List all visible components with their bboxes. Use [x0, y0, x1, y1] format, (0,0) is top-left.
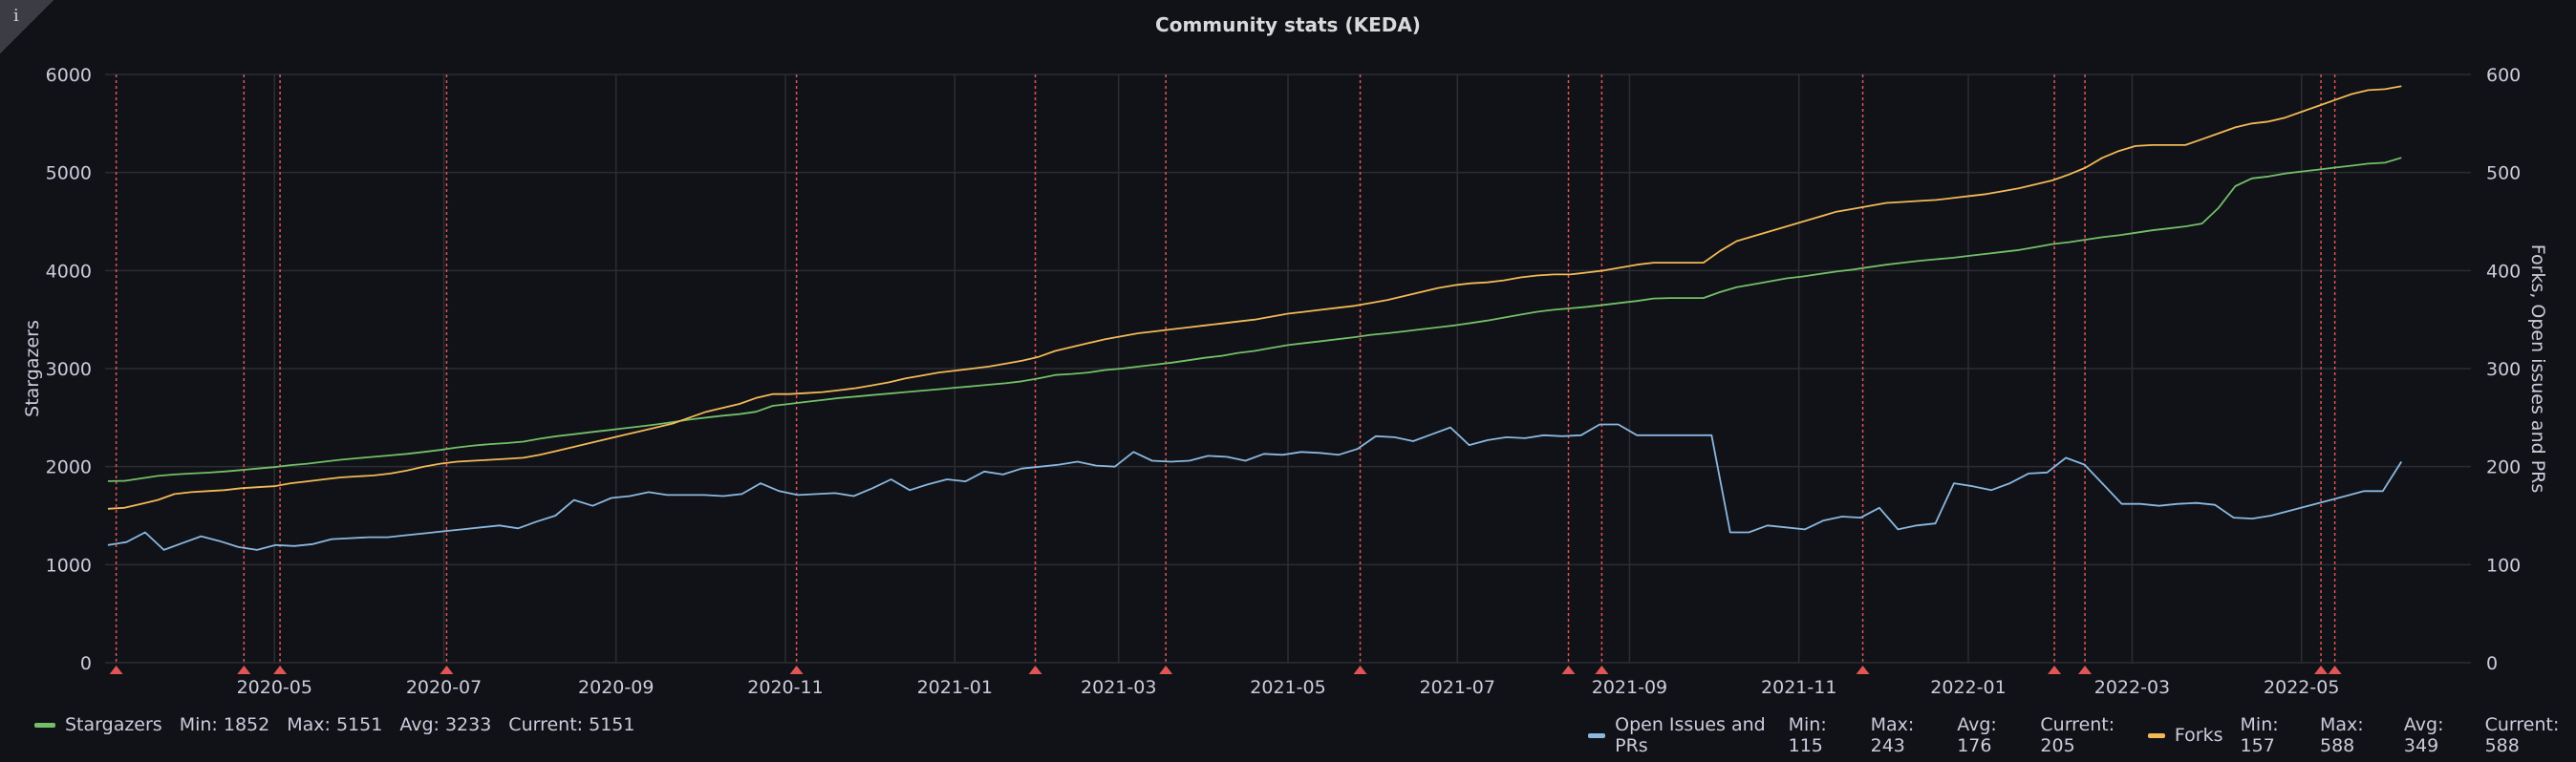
y-right-tick-label: 100 [2486, 555, 2521, 576]
y-left-tick-label: 1000 [46, 555, 92, 576]
x-tick-label: 2021-11 [1761, 677, 1836, 698]
x-tick-label: 2020-09 [578, 677, 654, 698]
x-tick-label: 2020-11 [747, 677, 823, 698]
legend-stat-min: Min: 115 [1788, 714, 1827, 756]
y-right-tick-label: 300 [2486, 359, 2521, 380]
y-left-tick-label: 2000 [46, 457, 92, 478]
y-left-tick-label: 5000 [46, 163, 92, 184]
y-right-axis-title: Forks, Open issues and PRs [2527, 244, 2548, 494]
y-right-tick-label: 200 [2486, 457, 2521, 478]
y-left-tick-label: 6000 [46, 65, 92, 86]
annotation-marker [1159, 666, 1173, 674]
x-tick-label: 2021-03 [1081, 677, 1156, 698]
legend-series-name: Open Issues and PRs [1615, 714, 1766, 756]
y-left-tick-label: 0 [80, 653, 92, 674]
legend-stat-max: Max: 5151 [287, 714, 383, 735]
y-right-tick-label: 600 [2486, 65, 2521, 86]
annotation-marker [440, 666, 454, 674]
y-left-tick-label: 4000 [46, 261, 92, 282]
x-tick-label: 2021-09 [1592, 677, 1667, 698]
legend-stat-avg: Avg: 349 [2403, 714, 2444, 756]
y-left-axis-title: Stargazers [22, 320, 43, 417]
legend-stat-min: Min: 157 [2240, 714, 2279, 756]
annotation-marker [1028, 666, 1042, 674]
annotation-marker [109, 666, 123, 674]
x-tick-label: 2021-05 [1250, 677, 1325, 698]
x-tick-label: 2021-01 [917, 677, 993, 698]
panel-info-corner[interactable] [0, 0, 54, 53]
y-right-tick-label: 0 [2486, 653, 2498, 674]
x-tick-label: 2022-01 [1930, 677, 2006, 698]
annotation-marker [2328, 666, 2342, 674]
legend-stat-current: Current: 205 [2040, 714, 2115, 756]
annotation-marker [1595, 666, 1609, 674]
axes: 0 1000 2000 3000 4000 5000 6000 0 100 200 300 400 50… [22, 65, 2548, 698]
series-line-open-issues-and-prs [107, 423, 2403, 551]
y-left-tick-label: 3000 [46, 359, 92, 380]
x-tick-label: 2022-05 [2264, 677, 2339, 698]
x-tick-label: 2020-07 [406, 677, 482, 698]
panel-title: Community stats (KEDA) [1155, 13, 1421, 36]
y-right-tick-label: 500 [2486, 163, 2521, 184]
legend-item-open-issues-and-prs[interactable]: Open Issues and PRs Min: 115 Max: 243 Avg: … [1588, 714, 2135, 756]
legend-series-name: Stargazers [65, 714, 162, 735]
annotation-marker [273, 666, 288, 674]
x-tick-label: 2021-07 [1420, 677, 1495, 698]
legend-stat-current: Current: 5151 [508, 714, 635, 735]
annotation-marker [2048, 666, 2062, 674]
x-tick-label: 2020-05 [237, 677, 312, 698]
legend-swatch [2148, 732, 2165, 738]
legend-swatch [34, 722, 55, 728]
legend-stat-max: Max: 243 [1870, 714, 1915, 756]
x-tick-label: 2022-03 [2094, 677, 2170, 698]
legend-stat-min: Min: 1852 [179, 714, 270, 735]
annotation-marker [789, 666, 804, 674]
annotation-marker [1856, 666, 1870, 674]
legend-swatch [1588, 732, 1606, 738]
legend-right: Open Issues and PRs Min: 115 Max: 243 Avg: … [1588, 714, 2576, 756]
legend-stat-avg: Avg: 3233 [399, 714, 492, 735]
legend-stat-avg: Avg: 176 [1957, 714, 1997, 756]
annotation-markers [109, 74, 2342, 674]
y-right-tick-label: 400 [2486, 261, 2521, 282]
legend-stat-max: Max: 588 [2320, 714, 2364, 756]
legend-left: Stargazers Min: 1852 Max: 5151 Avg: 3233 Cur… [34, 714, 634, 735]
annotation-marker [1561, 666, 1576, 674]
legend-item-forks[interactable]: Forks Min: 157 Max: 588 Avg: 349 Current: 58… [2148, 714, 2576, 756]
legend-item-stargazers[interactable]: Stargazers Min: 1852 Max: 5151 Avg: 3233 Cur… [34, 714, 634, 735]
annotation-marker [2314, 666, 2329, 674]
annotation-marker [2078, 666, 2093, 674]
series-line-stargazers [107, 157, 2402, 482]
series-line-forks [107, 85, 2402, 510]
annotation-marker [237, 666, 251, 674]
legend-series-name: Forks [2174, 725, 2223, 746]
grid [105, 74, 2471, 664]
info-icon[interactable]: i [13, 6, 19, 26]
legend-stat-current: Current: 588 [2484, 714, 2560, 756]
series-lines [107, 85, 2403, 551]
annotation-marker [1353, 666, 1367, 674]
